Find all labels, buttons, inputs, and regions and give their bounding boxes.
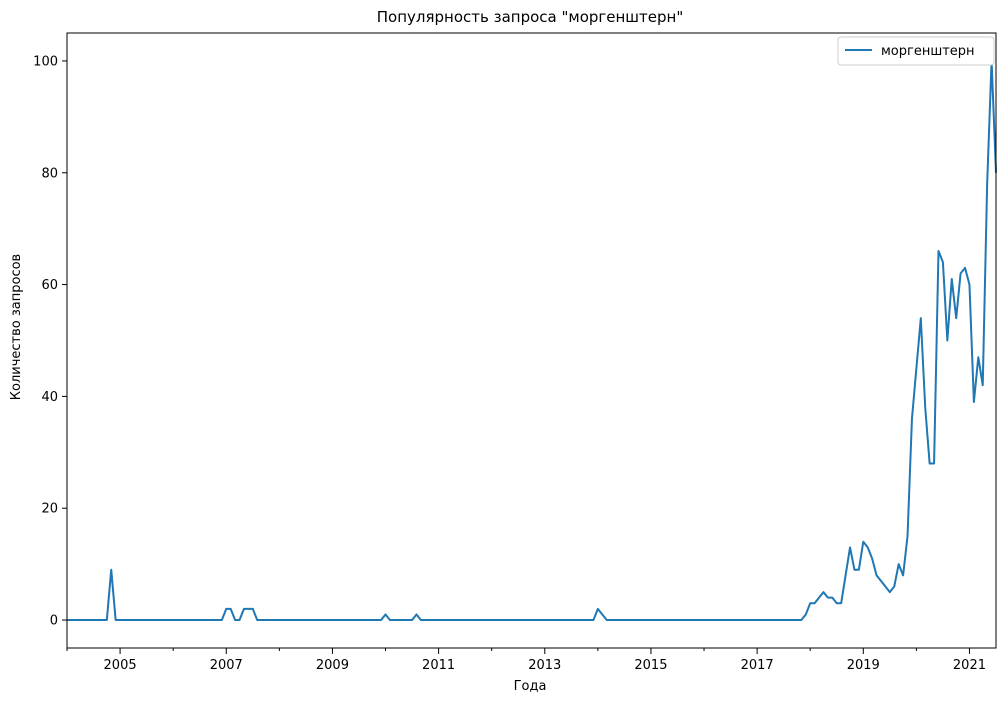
x-axis-title: Года (514, 679, 547, 694)
legend-box (837, 36, 995, 66)
plot-area (67, 59, 997, 622)
series-line-0 (67, 59, 997, 622)
x-tick-label: 2019 (847, 658, 880, 673)
x-tick-label: 2017 (741, 658, 774, 673)
legend-label: моргенштерн (881, 44, 975, 59)
axes-frame (66, 32, 997, 649)
y-axis-title: Количество запросов (9, 254, 24, 400)
x-tick-label: 2015 (634, 658, 667, 673)
x-tick-label: 2013 (528, 658, 561, 673)
legend: моргенштерн (837, 36, 995, 66)
y-tick-label: 80 (41, 166, 58, 181)
y-tick-label: 60 (41, 278, 58, 293)
x-tick-label: 2021 (953, 658, 986, 673)
y-tick-label: 100 (33, 54, 58, 69)
y-tick-label: 40 (41, 390, 58, 405)
axes: 0 20 40 60 80 100 2005 2007 2009 2011 2013 2015 2017… (33, 32, 997, 673)
y-tick-label: 0 (50, 614, 58, 629)
chart-title: Популярность запроса "моргенштерн" (377, 8, 683, 26)
x-tick-label: 2005 (104, 658, 137, 673)
x-tick-label: 2007 (210, 658, 243, 673)
x-tick-label: 2011 (422, 658, 455, 673)
y-tick-label: 20 (41, 502, 58, 517)
x-tick-label: 2009 (316, 658, 349, 673)
